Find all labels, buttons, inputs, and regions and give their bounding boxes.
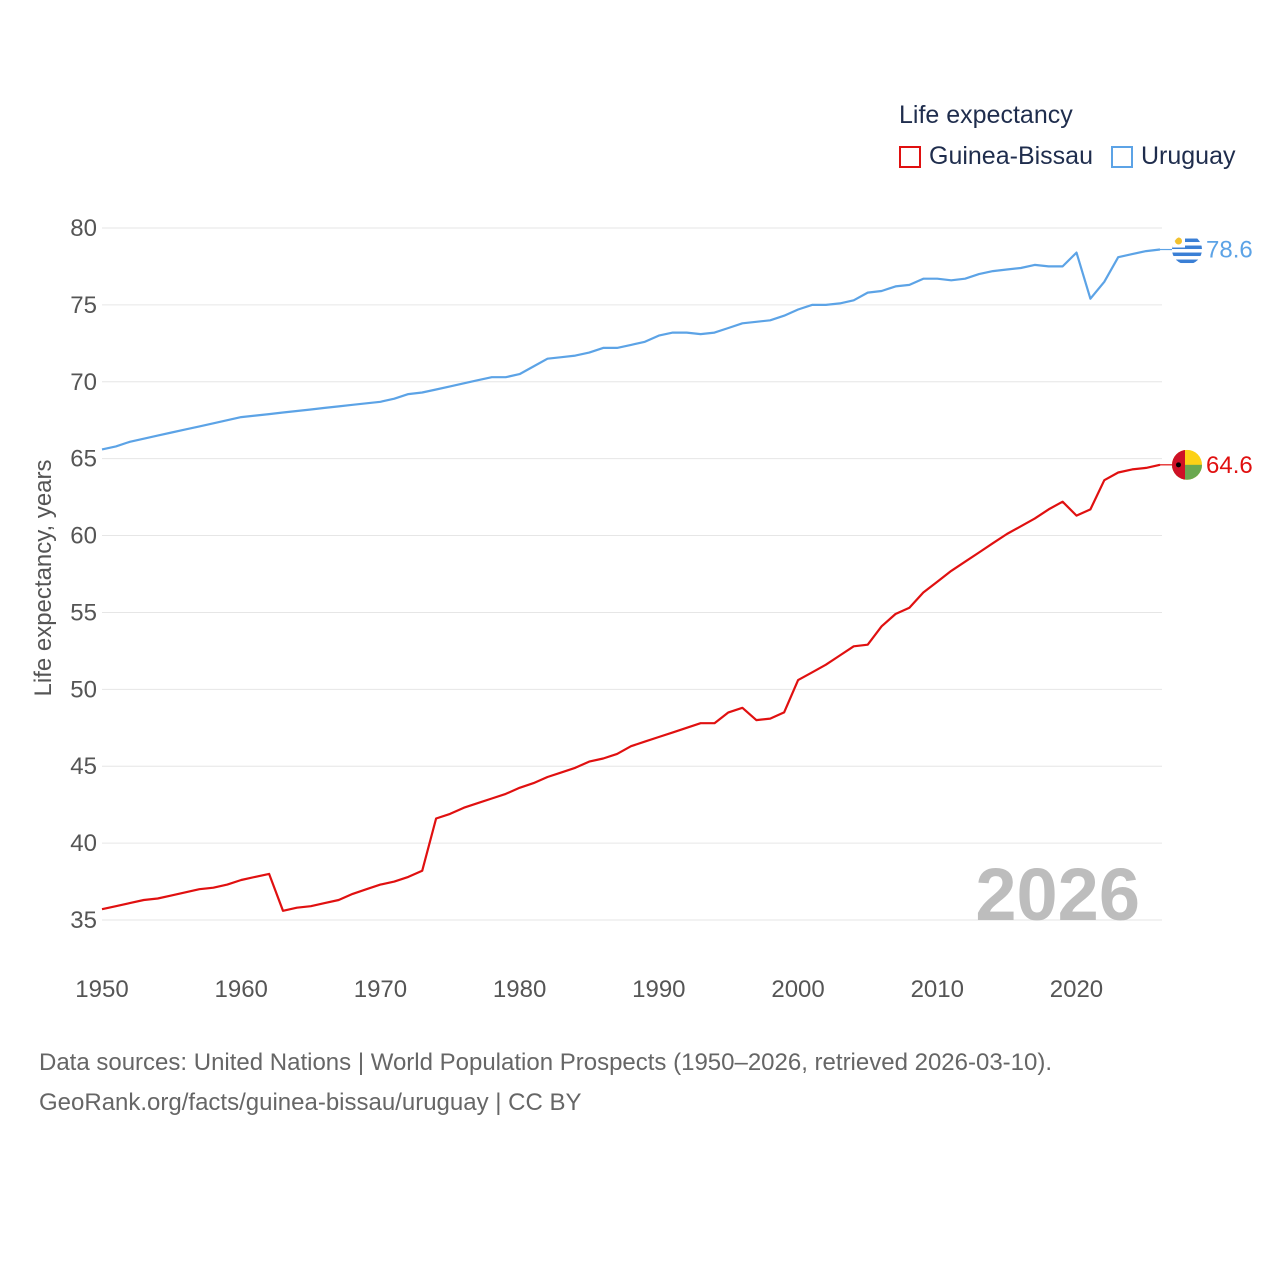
y-tick-70: 70 xyxy=(70,369,97,396)
flag-icon-uruguay xyxy=(1172,234,1202,265)
y-tick-55: 55 xyxy=(70,599,97,626)
y-tick-65: 65 xyxy=(70,446,97,473)
series-end-markers: 64.6 78.6 xyxy=(1160,234,1253,480)
x-tick-1960: 1960 xyxy=(215,976,268,1003)
y-tick-40: 40 xyxy=(70,830,97,857)
legend-title: Life expectancy xyxy=(899,101,1073,129)
legend-label-uruguay: Uruguay xyxy=(1140,142,1236,170)
footer-link[interactable]: GeoRank.org/facts/guinea-bissau/uruguay … xyxy=(39,1089,582,1116)
end-label-uruguay: 78.6 xyxy=(1206,237,1253,264)
footer-sources: Data sources: United Nations | World Pop… xyxy=(39,1049,1053,1076)
legend-item-uruguay[interactable]: Uruguay xyxy=(1110,142,1236,171)
y-axis-label: Life expectancy, years xyxy=(30,459,57,696)
y-tick-75: 75 xyxy=(70,292,97,319)
series-lines xyxy=(101,248,1161,912)
x-tick-1980: 1980 xyxy=(493,976,546,1003)
x-tick-2020: 2020 xyxy=(1050,976,1103,1003)
end-label-guinea-bissau: 64.6 xyxy=(1206,452,1253,479)
y-tick-35: 35 xyxy=(70,907,97,934)
series-line-uruguay xyxy=(101,248,1161,451)
legend-swatch-uruguay xyxy=(1110,145,1133,168)
y-tick-50: 50 xyxy=(70,676,97,703)
y-tick-45: 45 xyxy=(70,753,97,780)
legend-swatch-guinea-bissau xyxy=(899,145,921,168)
x-tick-2000: 2000 xyxy=(771,976,824,1003)
flag-icon-guinea-bissau xyxy=(1172,449,1202,480)
legend: Guinea-Bissau Uruguay xyxy=(899,142,1253,171)
y-axis-ticks: 35 40 45 50 55 60 65 70 75 80 xyxy=(70,215,97,934)
legend-item-guinea-bissau[interactable]: Guinea-Bissau xyxy=(899,142,1093,171)
footer: Data sources: United Nations | World Pop… xyxy=(39,1043,1052,1123)
x-tick-1950: 1950 xyxy=(75,976,128,1003)
legend-label-guinea-bissau: Guinea-Bissau xyxy=(929,142,1093,170)
x-axis-ticks: 1950 1960 1970 1980 1990 2000 2010 2020 xyxy=(75,976,1103,1003)
series-line-guinea-bissau xyxy=(101,463,1161,912)
x-tick-1990: 1990 xyxy=(632,976,685,1003)
year-watermark: 2026 xyxy=(975,853,1140,936)
x-tick-2010: 2010 xyxy=(911,976,964,1003)
x-tick-1970: 1970 xyxy=(354,976,407,1003)
y-tick-80: 80 xyxy=(70,215,97,242)
gridlines xyxy=(102,227,1162,921)
y-tick-60: 60 xyxy=(70,523,97,550)
